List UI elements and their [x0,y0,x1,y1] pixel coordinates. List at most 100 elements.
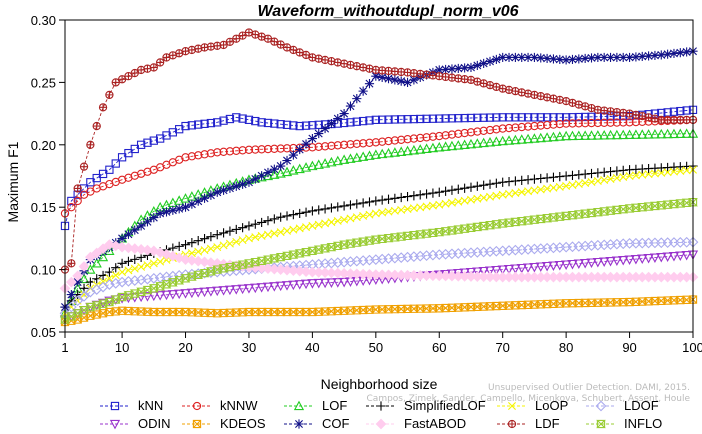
data-point-odin [561,260,572,270]
legend-label: kNN [138,398,163,413]
data-point-lof [402,145,413,156]
data-point-lof [434,141,445,152]
data-point-odin [649,253,661,263]
y-tick-label: 0.25 [31,75,56,90]
data-point-fastabod [129,243,141,255]
data-point-lof [516,134,527,144]
data-point-ldf [67,259,76,268]
data-point-ldof [65,301,77,313]
data-point-knn [669,107,679,116]
chart-title: Waveform_withoutdupl_norm_v06 [257,3,518,20]
data-point-odin [681,250,692,261]
data-point-knn [238,114,247,123]
data-point-knn [371,115,380,124]
data-point-knnw [542,120,552,130]
data-point-cof [460,63,470,73]
data-point-loop [378,208,387,217]
data-point-knnw [530,121,539,131]
data-point-odin [522,263,534,273]
data-point-cof [485,56,495,67]
data-point-simplifiedlof [352,199,362,209]
data-point-cof [637,51,647,62]
data-point-lof [396,146,407,156]
data-point-ldf [232,34,241,43]
data-point-knn [111,159,120,168]
data-point-knnw [428,132,438,141]
data-point-lof [453,140,464,150]
data-point-cof [529,52,540,63]
data-point-loop [346,214,355,223]
data-point-lof [675,128,686,138]
data-point-fastabod [65,276,77,288]
data-point-knn [581,112,590,122]
data-point-knn [390,115,400,124]
data-point-lof [662,128,673,139]
data-point-simplifiedlof [263,216,273,226]
data-point-knn [358,116,368,126]
data-point-simplifiedlof [257,217,267,228]
legend-marker-fastabod [375,418,387,430]
data-point-odin [662,252,673,262]
data-point-loop [593,177,602,185]
data-point-cof [390,75,400,85]
data-point-cof [618,52,628,63]
data-point-knn [466,113,476,123]
data-point-odin [580,258,591,269]
data-point-lof [605,129,616,140]
data-point-cof [155,208,165,219]
data-point-loop [327,218,336,227]
data-point-simplifiedlof [377,195,387,205]
data-point-lof [300,162,312,172]
data-point-loop [536,185,545,194]
data-point-lof [256,171,267,182]
data-point-cof [383,74,394,84]
data-point-lof [586,130,597,140]
data-point-cof [320,123,330,134]
data-point-knn [187,121,197,130]
data-point-odin [599,257,610,267]
data-point-lof [503,135,515,145]
data-point-knn [149,136,158,145]
data-point-odin [643,253,654,264]
data-point-knn [397,115,406,124]
x-tick-label: 90 [622,340,636,355]
data-point-simplifiedlof [586,168,597,179]
data-point-cof [612,52,622,63]
data-point-knnw [270,144,279,153]
data-point-knn [435,114,444,123]
data-point-simplifiedlof [605,167,616,177]
data-point-simplifiedlof [491,178,501,188]
data-point-cof [643,51,654,61]
data-point-knnw [612,118,622,127]
data-point-fastabod [199,256,210,268]
data-point-simplifiedlof [383,194,394,204]
data-point-lof [313,159,324,169]
data-point-simplifiedlof [345,200,356,210]
data-point-knn [346,118,355,127]
data-point-cof [187,199,197,209]
data-point-loop [143,261,152,270]
data-point-cof [276,161,286,171]
data-point-knn [473,113,482,122]
data-point-knnw [346,140,355,149]
data-point-knn [314,120,323,129]
data-point-odin [142,292,153,302]
data-point-ldf [219,40,228,50]
x-tick-label: 10 [115,340,129,355]
data-point-knn [492,113,501,122]
data-point-odin [167,290,178,300]
data-point-cof [536,53,546,63]
data-point-loop [600,176,609,184]
data-point-simplifiedlof [199,234,210,244]
data-point-cof [574,54,584,64]
data-point-knnw [384,136,393,146]
data-point-knn [282,120,292,129]
data-point-knnw [181,153,190,162]
data-point-ldf [111,78,120,87]
data-point-simplifiedlof [561,171,571,181]
data-point-lof [332,155,343,166]
legend-label: INFLO [624,416,662,431]
data-point-cof [117,233,127,243]
data-point-cof [244,177,254,187]
data-point-cof [491,54,501,65]
